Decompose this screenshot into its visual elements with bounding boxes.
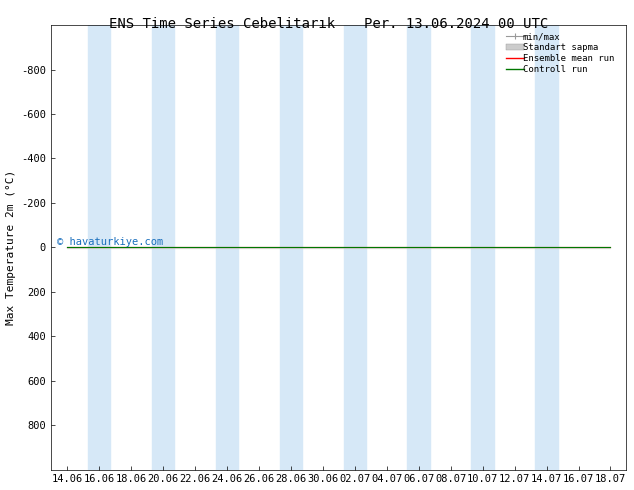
Legend: min/max, Standart sapma, Ensemble mean run, Controll run: min/max, Standart sapma, Ensemble mean r…: [503, 30, 622, 76]
Bar: [152, 25, 174, 469]
Bar: [472, 25, 494, 469]
Bar: [408, 25, 430, 469]
Text: ENS Time Series Cebelitarık: ENS Time Series Cebelitarık: [109, 17, 335, 31]
Bar: [87, 25, 110, 469]
Text: Per. 13.06.2024 00 UTC: Per. 13.06.2024 00 UTC: [365, 17, 548, 31]
Bar: [280, 25, 302, 469]
Text: © havaturkiye.com: © havaturkiye.com: [56, 237, 163, 247]
Y-axis label: Max Temperature 2m (°C): Max Temperature 2m (°C): [6, 170, 16, 325]
Bar: [535, 25, 558, 469]
Bar: [344, 25, 366, 469]
Bar: [216, 25, 238, 469]
